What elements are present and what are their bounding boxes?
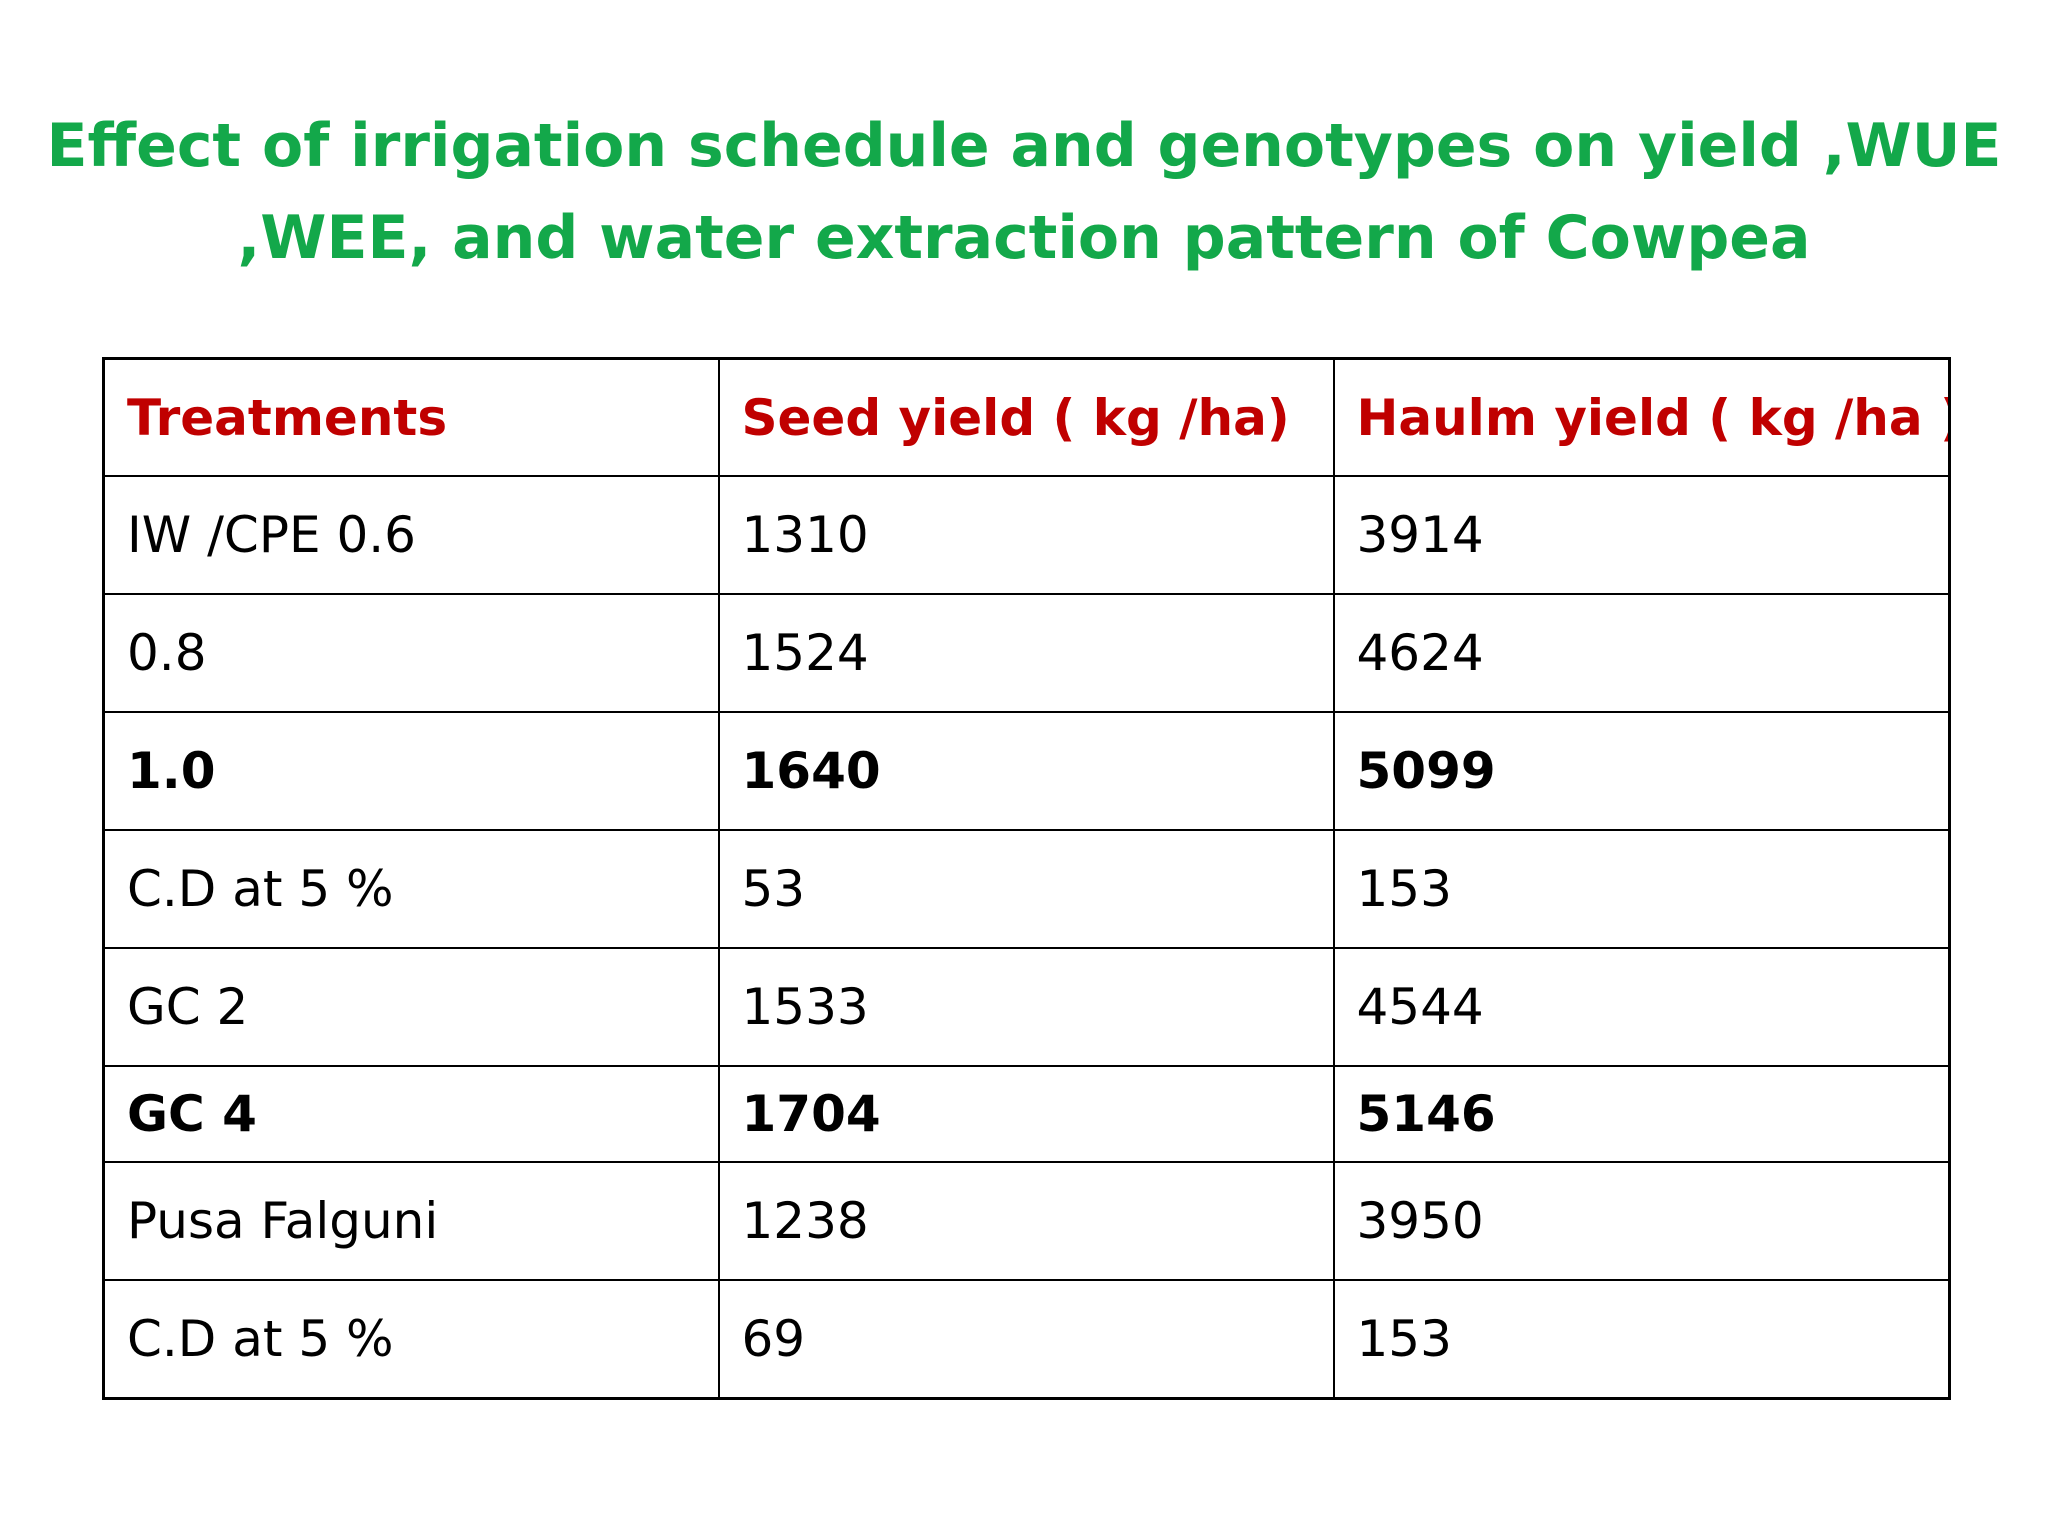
seed-yield-cell: 1524 (717, 593, 1335, 713)
treatment-cell: Pusa Falguni (102, 1161, 720, 1281)
slide-title-line-2: ,WEE, and water extraction pattern of Co… (237, 203, 1811, 273)
seed-yield-cell: 53 (717, 829, 1335, 949)
header-seed-yield: Seed yield ( kg /ha) (717, 357, 1335, 477)
table-row: 1.0 1640 5099 (102, 711, 1951, 831)
haulm-yield-cell: 153 (1332, 829, 1951, 949)
haulm-yield-cell: 153 (1332, 1279, 1951, 1400)
haulm-yield-cell: 3914 (1332, 475, 1951, 595)
treatment-cell: C.D at 5 % (102, 1279, 720, 1400)
haulm-yield-cell: 4544 (1332, 947, 1951, 1067)
slide-title: Effect of irrigation schedule and genoty… (0, 100, 2048, 284)
treatment-cell: GC 2 (102, 947, 720, 1067)
treatment-cell: IW /CPE 0.6 (102, 475, 720, 595)
header-haulm-yield: Haulm yield ( kg /ha ) (1332, 357, 1951, 477)
treatment-cell: 0.8 (102, 593, 720, 713)
table-row: C.D at 5 % 69 153 (102, 1279, 1951, 1400)
table-header-row: Treatments Seed yield ( kg /ha) Haulm yi… (102, 357, 1951, 477)
seed-yield-cell: 1310 (717, 475, 1335, 595)
haulm-yield-cell: 5146 (1332, 1065, 1951, 1163)
seed-yield-cell: 1704 (717, 1065, 1335, 1163)
seed-yield-cell: 1640 (717, 711, 1335, 831)
table-row: Pusa Falguni 1238 3950 (102, 1161, 1951, 1281)
seed-yield-cell: 1238 (717, 1161, 1335, 1281)
treatment-cell: 1.0 (102, 711, 720, 831)
haulm-yield-cell: 4624 (1332, 593, 1951, 713)
table-row: 0.8 1524 4624 (102, 593, 1951, 713)
yield-table-container: Treatments Seed yield ( kg /ha) Haulm yi… (102, 357, 1951, 1400)
haulm-yield-cell: 3950 (1332, 1161, 1951, 1281)
table-row: IW /CPE 0.6 1310 3914 (102, 475, 1951, 595)
treatment-cell: GC 4 (102, 1065, 720, 1163)
table-row: C.D at 5 % 53 153 (102, 829, 1951, 949)
table-row: GC 4 1704 5146 (102, 1065, 1951, 1163)
seed-yield-cell: 69 (717, 1279, 1335, 1400)
header-treatments: Treatments (102, 357, 720, 477)
table-row: GC 2 1533 4544 (102, 947, 1951, 1067)
treatment-cell: C.D at 5 % (102, 829, 720, 949)
haulm-yield-cell: 5099 (1332, 711, 1951, 831)
seed-yield-cell: 1533 (717, 947, 1335, 1067)
slide-title-line-1: Effect of irrigation schedule and genoty… (46, 111, 2002, 181)
yield-table: Treatments Seed yield ( kg /ha) Haulm yi… (102, 357, 1951, 1400)
